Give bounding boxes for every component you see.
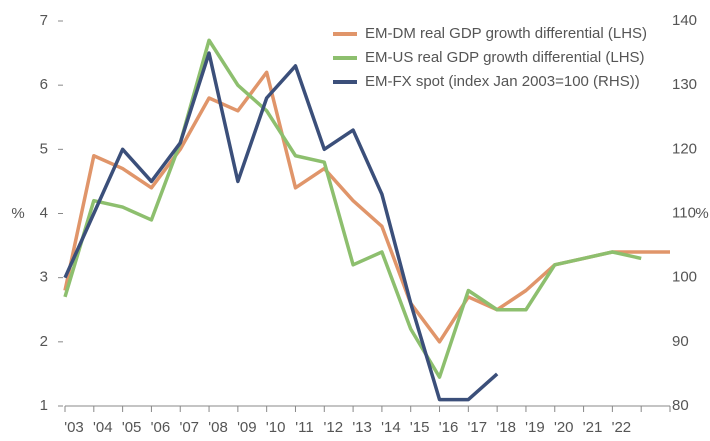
x-tick-label: '20 xyxy=(554,419,574,436)
x-tick-label: '08 xyxy=(208,419,228,436)
x-tick-label: '14 xyxy=(381,419,401,436)
legend-label: EM-US real GDP growth differential (LHS) xyxy=(365,49,645,66)
x-tick-label: '06 xyxy=(151,419,171,436)
y2-tick-label: 120 xyxy=(672,140,697,157)
y-tick-label: 1 xyxy=(40,397,48,414)
y2-tick-label: 100 xyxy=(672,269,697,286)
x-tick-label: '11 xyxy=(295,419,313,436)
y-axis-label: % xyxy=(11,205,24,222)
y2-tick-label: 90 xyxy=(672,333,689,350)
x-tick-label: '07 xyxy=(179,419,199,436)
x-tick-label: '13 xyxy=(352,419,372,436)
x-tick-label: '04 xyxy=(93,419,113,436)
y-tick-label: 7 xyxy=(40,12,48,29)
x-tick-label: '09 xyxy=(237,419,257,436)
x-tick-label: '03 xyxy=(64,419,84,436)
y-tick-label: 3 xyxy=(40,269,48,286)
x-tick-label: '17 xyxy=(468,419,488,436)
y-tick-label: 6 xyxy=(40,76,48,93)
y2-tick-label: 130 xyxy=(672,76,697,93)
x-tick-label: '21 xyxy=(583,419,603,436)
x-tick-label: '15 xyxy=(410,419,430,436)
x-tick-label: '05 xyxy=(122,419,142,436)
series-line xyxy=(63,51,499,402)
x-tick-label: '19 xyxy=(525,419,545,436)
x-tick-label: '12 xyxy=(324,419,344,436)
legend-label: EM-DM real GDP growth differential (LHS) xyxy=(365,25,647,42)
y2-tick-label: 80 xyxy=(672,397,689,414)
x-tick-label: '18 xyxy=(496,419,516,436)
y-tick-label: 2 xyxy=(40,333,48,350)
x-tick-label: '22 xyxy=(612,419,632,436)
series-line xyxy=(63,38,642,379)
y-tick-label: 4 xyxy=(40,204,48,221)
y2-axis-label: % xyxy=(695,205,708,222)
y2-tick-label: 140 xyxy=(672,12,697,29)
y-tick-label: 5 xyxy=(40,140,48,157)
x-tick-label: '10 xyxy=(266,419,286,436)
y2-tick-label: 110 xyxy=(672,204,696,221)
x-tick-label: '16 xyxy=(439,419,459,436)
legend-label: EM-FX spot (index Jan 2003=100 (RHS)) xyxy=(365,73,640,90)
